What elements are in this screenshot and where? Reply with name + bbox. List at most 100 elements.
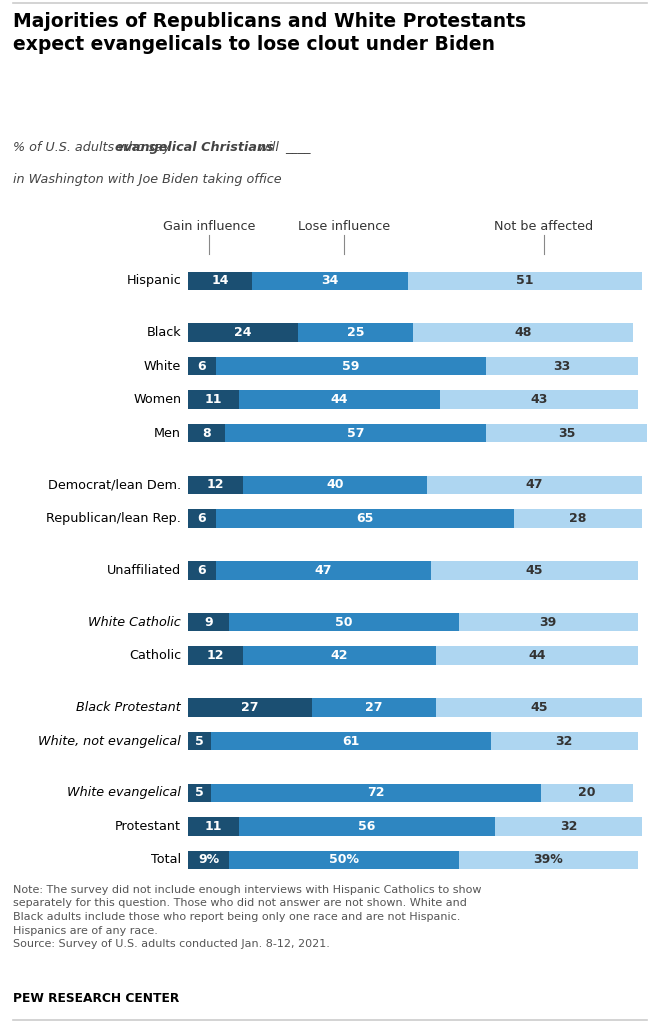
Bar xyxy=(486,424,647,442)
Text: 39: 39 xyxy=(540,616,557,629)
Text: White Catholic: White Catholic xyxy=(77,616,182,629)
Text: Men: Men xyxy=(154,427,182,440)
Bar xyxy=(188,851,230,870)
Text: White evangelical: White evangelical xyxy=(55,787,182,799)
Text: 20: 20 xyxy=(578,787,596,799)
Text: 25: 25 xyxy=(346,326,364,339)
Text: % of U.S. adults who say: % of U.S. adults who say xyxy=(13,141,175,154)
Bar xyxy=(188,561,216,580)
Text: 48: 48 xyxy=(514,326,532,339)
Bar xyxy=(188,699,312,717)
Text: 6: 6 xyxy=(197,564,206,577)
Text: 44: 44 xyxy=(331,393,348,406)
Text: 47: 47 xyxy=(315,564,332,577)
Text: 5: 5 xyxy=(195,735,204,748)
Text: 9%: 9% xyxy=(198,853,219,866)
Bar xyxy=(238,391,440,409)
Text: Note: The survey did not include enough interviews with Hispanic Catholics to sh: Note: The survey did not include enough … xyxy=(13,885,482,949)
Bar xyxy=(486,357,638,375)
Text: PEW RESEARCH CENTER: PEW RESEARCH CENTER xyxy=(13,991,180,1005)
Text: Black: Black xyxy=(147,326,182,339)
Bar xyxy=(188,323,298,342)
Text: 8: 8 xyxy=(202,427,211,440)
Text: will: will xyxy=(254,141,283,154)
Text: White, not evangelical: White, not evangelical xyxy=(26,735,182,748)
Bar xyxy=(459,851,638,870)
Bar xyxy=(409,271,642,290)
Text: 65: 65 xyxy=(356,512,374,525)
Bar xyxy=(298,323,413,342)
Bar xyxy=(188,357,216,375)
Bar xyxy=(513,509,642,528)
Text: 11: 11 xyxy=(205,820,222,833)
Text: 5: 5 xyxy=(195,787,204,799)
Bar xyxy=(211,784,541,802)
Bar xyxy=(436,647,638,665)
Bar xyxy=(211,731,491,750)
Bar xyxy=(188,509,216,528)
Text: 12: 12 xyxy=(207,479,224,491)
Bar xyxy=(243,647,436,665)
Bar xyxy=(188,476,243,494)
Text: evangelical Christians: evangelical Christians xyxy=(115,141,275,154)
Bar xyxy=(230,851,459,870)
Text: 33: 33 xyxy=(553,360,570,372)
Bar xyxy=(188,271,252,290)
Bar xyxy=(252,271,409,290)
Text: Catholic: Catholic xyxy=(129,650,182,662)
Text: 40: 40 xyxy=(326,479,344,491)
Bar xyxy=(188,424,225,442)
Text: 14: 14 xyxy=(211,274,229,287)
Bar xyxy=(496,817,642,836)
Bar xyxy=(413,323,633,342)
Text: 45: 45 xyxy=(525,564,543,577)
Bar xyxy=(188,784,211,802)
Bar xyxy=(426,476,642,494)
Text: 34: 34 xyxy=(321,274,339,287)
Text: 32: 32 xyxy=(556,735,573,748)
Text: 6: 6 xyxy=(197,512,206,525)
Text: Hispanic: Hispanic xyxy=(127,274,182,287)
Text: 56: 56 xyxy=(358,820,376,833)
Text: in Washington with Joe Biden taking office: in Washington with Joe Biden taking offi… xyxy=(13,173,282,186)
Text: 27: 27 xyxy=(242,701,259,714)
Text: 57: 57 xyxy=(346,427,364,440)
Text: 28: 28 xyxy=(570,512,587,525)
Text: Black Protestant: Black Protestant xyxy=(65,701,182,714)
Text: Total: Total xyxy=(151,853,182,866)
Bar xyxy=(491,731,638,750)
Text: 45: 45 xyxy=(530,701,548,714)
Bar xyxy=(243,476,426,494)
Bar xyxy=(431,561,638,580)
Text: Gain influence: Gain influence xyxy=(162,220,255,233)
Text: 11: 11 xyxy=(205,393,222,406)
Bar xyxy=(216,561,431,580)
Text: 50: 50 xyxy=(335,616,353,629)
Text: 35: 35 xyxy=(558,427,576,440)
Bar xyxy=(188,731,211,750)
Text: 51: 51 xyxy=(517,274,534,287)
Bar xyxy=(440,391,638,409)
Text: 47: 47 xyxy=(525,479,543,491)
Bar xyxy=(188,647,243,665)
Bar xyxy=(312,699,436,717)
Text: 43: 43 xyxy=(531,393,548,406)
Text: Unaffiliated: Unaffiliated xyxy=(107,564,182,577)
Text: Women: Women xyxy=(133,393,182,406)
Text: Not be affected: Not be affected xyxy=(494,220,593,233)
Text: ____: ____ xyxy=(285,141,311,154)
Text: Democrat/lean Dem.: Democrat/lean Dem. xyxy=(48,479,182,491)
Bar xyxy=(225,424,486,442)
Text: 72: 72 xyxy=(368,787,385,799)
Bar xyxy=(459,613,638,631)
Text: Republican/lean Rep.: Republican/lean Rep. xyxy=(46,512,182,525)
Bar xyxy=(188,817,238,836)
Text: 44: 44 xyxy=(528,650,545,662)
Bar xyxy=(188,613,230,631)
Text: 24: 24 xyxy=(234,326,252,339)
Bar xyxy=(541,784,633,802)
Text: 50%: 50% xyxy=(329,853,359,866)
Text: 42: 42 xyxy=(331,650,348,662)
Text: Protestant: Protestant xyxy=(115,820,182,833)
Text: 61: 61 xyxy=(343,735,360,748)
